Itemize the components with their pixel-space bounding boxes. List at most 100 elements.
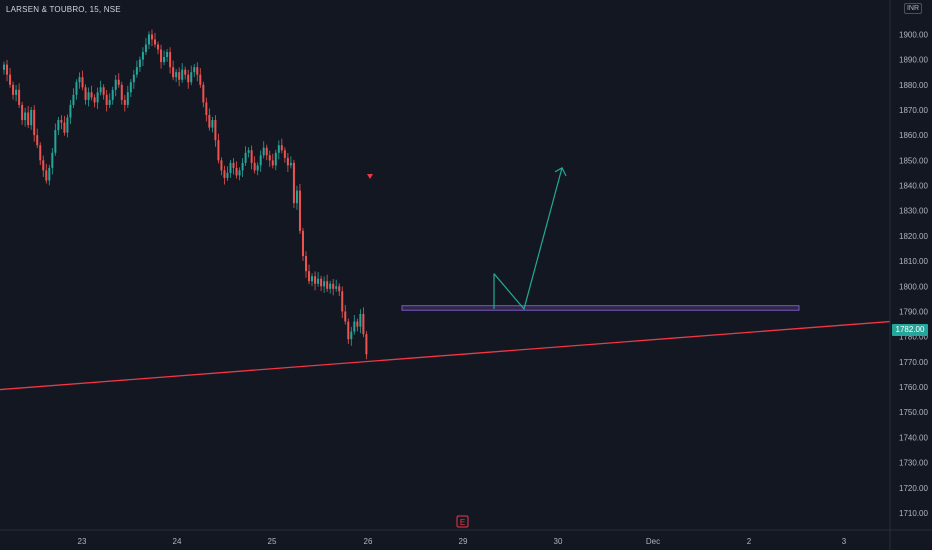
candle-body	[141, 52, 144, 60]
trendline[interactable]	[0, 320, 891, 391]
earnings-marker-icon[interactable]	[456, 515, 469, 528]
candle-body	[21, 104, 24, 121]
candle-body	[96, 92, 99, 103]
candle-body	[283, 150, 286, 158]
time-tick-label: Dec	[646, 537, 660, 546]
candle-body	[75, 82, 78, 95]
candle-body	[362, 313, 365, 335]
projection-path	[493, 167, 563, 311]
candle-body	[259, 155, 262, 166]
symbol-title: LARSEN & TOUBRO, 15, NSE	[6, 5, 121, 14]
candle-body	[81, 77, 84, 88]
candle-body	[24, 112, 27, 121]
time-tick-label: 2	[747, 537, 752, 546]
candle-body	[341, 291, 344, 312]
earnings-marker-label: E	[460, 518, 465, 527]
candle-body	[147, 34, 150, 45]
candle-body	[120, 84, 123, 100]
signal-arrow-icon	[367, 174, 373, 179]
candle-body	[298, 190, 301, 231]
candle-body	[320, 278, 323, 287]
candle-body	[314, 276, 317, 284]
candle-body	[39, 145, 42, 161]
price-axis[interactable]: 1710.00 1720.00 1730.00 1740.00 1750.00 1760.…	[899, 30, 928, 518]
candle-body	[6, 64, 9, 75]
candle-body	[42, 160, 45, 171]
candle-body	[9, 74, 12, 85]
candle-body	[229, 162, 232, 173]
candle-body	[359, 313, 362, 327]
candle-body	[105, 94, 108, 105]
candle-body	[90, 92, 93, 98]
projection-arrowhead	[554, 167, 567, 177]
price-tick-label: 1850.00	[899, 156, 928, 165]
candle-body	[344, 311, 347, 322]
markers: E	[367, 174, 469, 528]
candle-body	[202, 84, 205, 103]
candle-body	[332, 283, 335, 289]
candle-body	[214, 120, 217, 141]
price-tick-label: 1830.00	[899, 207, 928, 216]
time-tick-label: 23	[78, 537, 87, 546]
candle-body	[181, 69, 184, 80]
candle-body	[157, 44, 160, 50]
candle-body	[205, 102, 208, 115]
candle-body	[347, 321, 350, 340]
candle-body	[190, 72, 193, 83]
price-tick-label: 1780.00	[899, 333, 928, 342]
time-tick-label: 26	[364, 537, 373, 546]
candle-body	[12, 84, 15, 95]
projection-arrow[interactable]	[493, 167, 567, 311]
candle-body	[144, 44, 147, 53]
price-tick-label: 1900.00	[899, 30, 928, 39]
time-axis[interactable]: 23 24 25 26 29 30 Dec 2 3	[78, 537, 847, 546]
candle-body	[220, 160, 223, 171]
time-tick-label: 29	[459, 537, 468, 546]
candle-body	[93, 97, 96, 103]
candle-body	[301, 230, 304, 257]
candle-body	[271, 160, 274, 166]
candle-body	[60, 120, 63, 123]
zone-rect[interactable]	[401, 305, 800, 311]
candle-body	[247, 150, 250, 153]
candle-body	[54, 130, 57, 153]
currency-badge[interactable]: INR	[903, 3, 922, 14]
candle-body	[211, 120, 214, 128]
candle-body	[208, 114, 211, 128]
candle-body	[123, 99, 126, 105]
candle-body	[262, 147, 265, 156]
price-tick-label: 1810.00	[899, 257, 928, 266]
candle-body	[99, 87, 102, 93]
time-tick-label: 3	[842, 537, 847, 546]
candle-body	[286, 157, 289, 166]
candle-body	[256, 165, 259, 171]
candle-body	[129, 82, 132, 93]
candle-body	[365, 334, 368, 355]
candle-body	[323, 281, 326, 287]
price-tick-label: 1870.00	[899, 106, 928, 115]
candle-body	[117, 79, 120, 85]
candle-body	[326, 281, 329, 289]
support-zone[interactable]	[401, 305, 800, 311]
candle-body	[154, 39, 156, 45]
candle-body	[305, 256, 307, 272]
candle-body	[329, 283, 332, 289]
price-tick-label: 1760.00	[899, 383, 928, 392]
trendline-line[interactable]	[0, 320, 891, 391]
candle-body	[199, 74, 202, 85]
time-tick-label: 24	[173, 537, 182, 546]
candle-body	[166, 52, 169, 58]
candles	[3, 29, 368, 360]
candle-body	[353, 321, 356, 332]
candle-body	[241, 162, 244, 171]
candle-body	[160, 49, 163, 63]
candle-body	[226, 172, 229, 178]
candle-body	[163, 57, 166, 63]
candle-body	[223, 170, 226, 178]
price-tick-label: 1740.00	[899, 433, 928, 442]
price-tick-label: 1730.00	[899, 459, 928, 468]
candle-body	[108, 99, 111, 105]
price-tick-label: 1800.00	[899, 282, 928, 291]
candle-body	[187, 74, 190, 83]
